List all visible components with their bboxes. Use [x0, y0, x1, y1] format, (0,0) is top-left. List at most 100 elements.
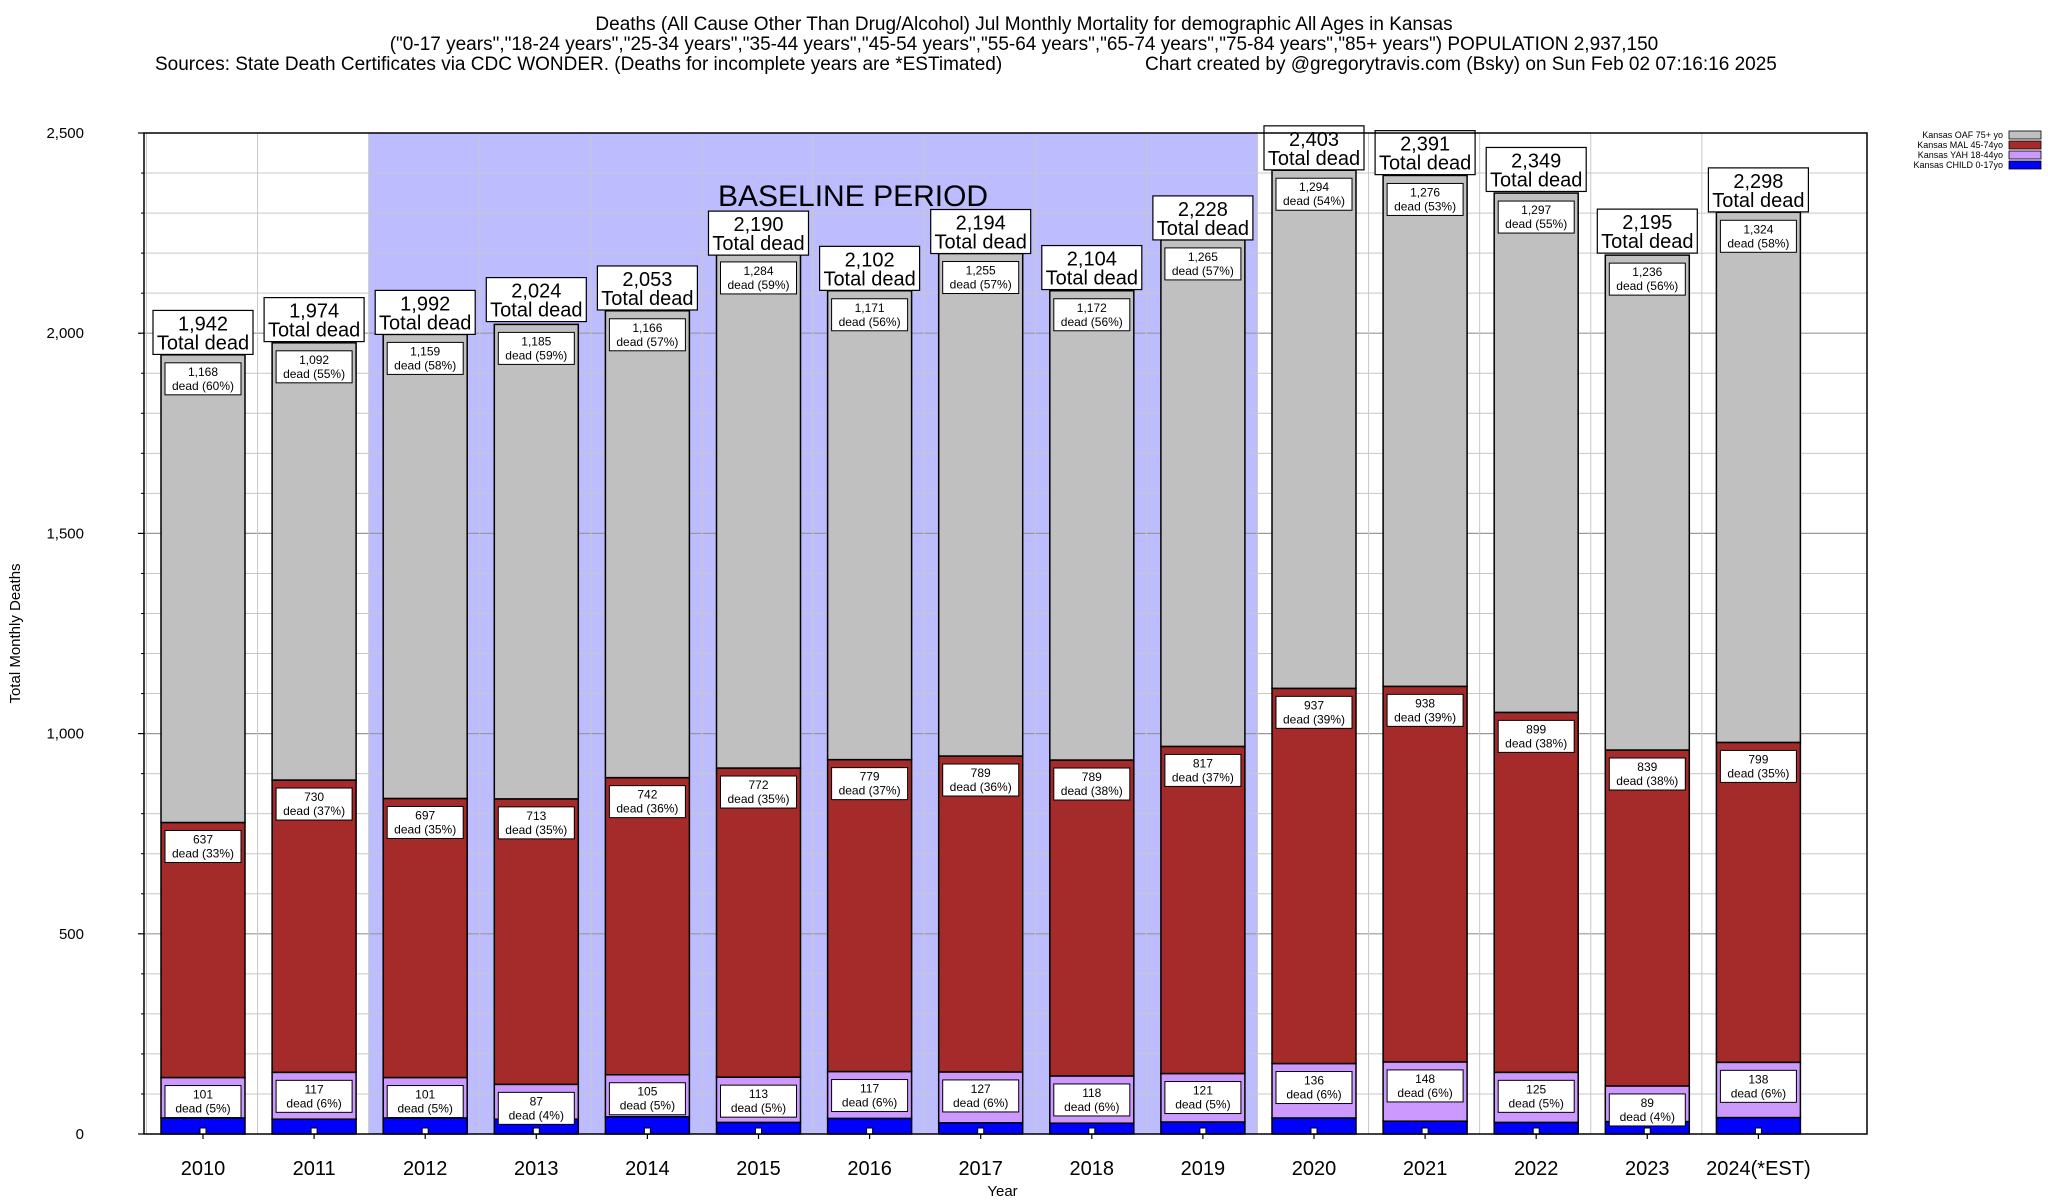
x-tick-label: 2010: [181, 1158, 226, 1180]
segment-pct-mal: dead (38%): [1061, 784, 1123, 798]
total-value: 2,298: [1733, 171, 1783, 193]
segment-label-box-oaf: [275, 350, 353, 384]
segment-pct-yah: dead (6%): [1064, 1100, 1119, 1114]
legend-swatch: [2008, 150, 2042, 160]
total-suffix: Total dead: [490, 300, 582, 322]
bar-segment-oaf: [1715, 211, 1802, 744]
total-value: 1,974: [289, 301, 339, 323]
segment-label-yah: 127: [971, 1082, 991, 1096]
segment-label-box-oaf: [720, 261, 797, 295]
segment-label-box-yah: [1164, 1081, 1242, 1115]
segment-pct-mal: dead (35%): [505, 823, 567, 837]
segment-label-box-yah: [831, 1079, 909, 1113]
segment-pct-oaf: dead (57%): [616, 335, 678, 349]
segment-label-yah: 117: [305, 1082, 324, 1096]
segment-label-box-yah: [942, 1079, 1020, 1113]
segment-label-box-oaf: [1386, 182, 1464, 216]
segment-label-mal: 799: [1748, 752, 1768, 766]
total-suffix: Total dead: [712, 233, 804, 255]
segment-label-mal: 937: [1304, 698, 1324, 712]
segment-label-yah: 138: [1748, 1072, 1768, 1086]
segment-label-box-mal: [1386, 693, 1464, 727]
bar-segment-mal: [937, 755, 1024, 1073]
total-label-box: [1707, 167, 1810, 213]
bar-base-marker: [1421, 1127, 1429, 1135]
x-tick-label: 2022: [1514, 1158, 1559, 1180]
bar-segment-mal: [493, 798, 580, 1086]
segment-label-yah: 113: [749, 1087, 768, 1101]
chart-subtitle: ("0-17 years","18-24 years","25-34 years…: [389, 34, 1659, 55]
total-value: 2,195: [1622, 212, 1672, 234]
total-label-box: [707, 210, 810, 256]
total-value: 2,403: [1289, 129, 1339, 151]
bar-base-marker: [643, 1127, 651, 1135]
segment-label-oaf: 1,324: [1743, 222, 1773, 236]
total-label-box: [152, 309, 254, 356]
segment-label-box-yah: [608, 1082, 686, 1116]
bar-segment-oaf: [1382, 174, 1468, 688]
bar-segment-oaf: [715, 253, 802, 769]
segment-label-box-mal: [164, 829, 242, 863]
segment-label-oaf: 1,168: [188, 365, 218, 379]
segment-label-box-yah: [1719, 1069, 1797, 1103]
bar-base-marker: [1310, 1127, 1318, 1135]
bar-segment-mal: [271, 779, 357, 1074]
segment-pct-mal: dead (36%): [950, 780, 1012, 794]
segment-label-box-oaf: [164, 362, 242, 396]
bar-segment-oaf: [493, 323, 580, 800]
segment-label-box-mal: [275, 787, 353, 821]
segment-label-box-oaf: [1497, 200, 1575, 234]
total-label-box: [263, 297, 365, 343]
segment-pct-mal: dead (39%): [1394, 710, 1456, 724]
bar-segment-mal: [1160, 745, 1246, 1075]
segment-label-box-oaf: [497, 331, 575, 365]
total-suffix: Total dead: [1268, 148, 1360, 170]
x-tick-label: 2014: [625, 1158, 670, 1180]
legend-label: Kansas OAF 75+ yo: [1922, 130, 2003, 140]
bar-base-marker: [977, 1127, 985, 1135]
bar-segment-oaf: [271, 342, 357, 781]
bar-segment-oaf: [604, 310, 691, 779]
segment-pct-mal: dead (36%): [616, 802, 678, 816]
segment-label-mal: 713: [526, 809, 546, 823]
total-value: 2,190: [733, 214, 783, 236]
sources-note: Sources: State Death Certificates via CD…: [155, 54, 1003, 75]
segment-pct-yah: dead (6%): [1286, 1088, 1341, 1102]
segment-label-box-mal: [1719, 749, 1797, 783]
total-value: 1,992: [400, 293, 450, 315]
segment-pct-yah: dead (5%): [731, 1101, 786, 1115]
baseline-label: BASELINE PERIOD: [718, 180, 988, 213]
segment-label-yah: 101: [415, 1088, 435, 1102]
bar-base-marker: [1532, 1127, 1540, 1135]
segment-pct-yah: dead (5%): [175, 1102, 230, 1116]
total-suffix: Total dead: [1157, 218, 1249, 240]
segment-label-mal: 637: [193, 832, 213, 846]
segment-label-box-mal: [497, 806, 575, 840]
bar-segment-oaf: [1493, 192, 1579, 714]
total-value: 2,053: [622, 269, 672, 291]
x-tick-label: 2013: [514, 1158, 559, 1180]
plot-frame: [143, 132, 1868, 1135]
bar-segment-mal: [160, 821, 246, 1079]
segment-label-box-mal: [942, 763, 1020, 797]
y-tick-label: 500: [59, 926, 84, 943]
segment-label-oaf: 1,166: [632, 321, 662, 335]
segment-label-box-oaf: [1164, 247, 1242, 281]
segment-label-box-oaf: [831, 298, 909, 332]
bar-segment-mal: [1271, 687, 1357, 1065]
chart-credit: Chart created by @gregorytravis.com (Bsk…: [1145, 54, 1777, 75]
segment-label-box-oaf: [608, 318, 686, 352]
segment-label-yah: 148: [1415, 1072, 1435, 1086]
segment-label-mal: 730: [304, 790, 324, 804]
segment-label-box-mal: [1497, 719, 1575, 753]
total-label-box: [1041, 244, 1143, 291]
segment-pct-mal: dead (35%): [727, 792, 789, 806]
bar-segment-oaf: [826, 290, 913, 761]
total-value: 1,942: [178, 313, 228, 335]
chart-title: Deaths (All Cause Other Than Drug/Alcoho…: [595, 14, 1453, 35]
x-tick-label: 2020: [1292, 1158, 1337, 1180]
segment-label-oaf: 1,159: [410, 344, 440, 358]
total-label-box: [1596, 208, 1698, 254]
bar-base-marker: [866, 1127, 874, 1135]
x-tick-label: 2018: [1070, 1158, 1115, 1180]
